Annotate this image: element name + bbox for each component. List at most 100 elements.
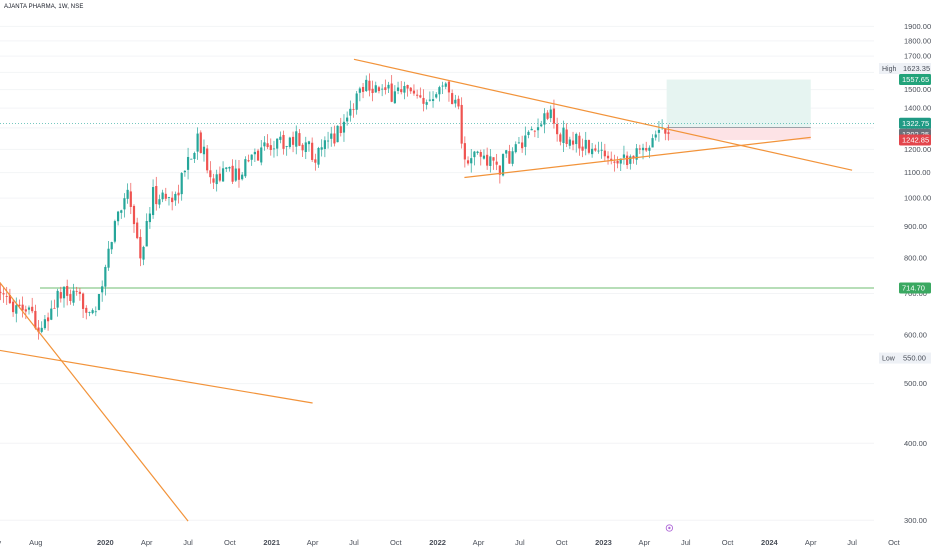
- candle-body: [530, 128, 533, 131]
- candle-body: [381, 88, 384, 90]
- candle-body: [629, 156, 632, 164]
- candle-body: [657, 129, 661, 133]
- candle-body: [206, 148, 209, 171]
- candle-body: [600, 149, 603, 151]
- candle-body: [27, 307, 31, 310]
- candle-body: [498, 165, 501, 175]
- candle-body: [266, 143, 269, 148]
- candle-body: [619, 158, 622, 164]
- time-axis[interactable]: May Aug 2020 Apr Jul Oct 2021 Apr Jul Oct 2022 Apr J…: [0, 534, 901, 550]
- low-badge: [879, 352, 931, 364]
- candle-body: [193, 153, 196, 159]
- time-tick-label: Oct: [556, 538, 569, 547]
- candle-body: [116, 211, 120, 222]
- candle-body: [21, 304, 24, 311]
- candle-body: [501, 154, 505, 176]
- candle-body: [333, 133, 336, 144]
- candle-body: [463, 143, 466, 160]
- candle-body: [250, 154, 253, 160]
- candle-body: [320, 147, 323, 150]
- candle-body: [511, 151, 514, 164]
- candle-body: [613, 161, 616, 163]
- chart-markers: [665, 524, 674, 532]
- price-tick-label: 400.00: [904, 439, 927, 448]
- candle-body: [40, 327, 43, 332]
- candle-body: [438, 87, 441, 95]
- candle-body: [247, 160, 250, 162]
- candle-body: [377, 87, 381, 92]
- candle-body: [454, 99, 457, 104]
- candle-body: [15, 305, 18, 314]
- time-tick-label: Oct: [224, 538, 237, 547]
- candle-body: [565, 129, 568, 145]
- candle-body: [638, 148, 641, 150]
- candle-body: [587, 140, 591, 153]
- trendlines[interactable]: [0, 58, 853, 522]
- candle-body: [158, 199, 161, 205]
- candle-body: [651, 138, 654, 148]
- candle-body: [371, 88, 374, 94]
- candle-body: [145, 220, 148, 247]
- candle-body: [349, 108, 352, 116]
- price-tag-support: [899, 282, 931, 294]
- candle-body: [202, 146, 206, 155]
- candle-body: [346, 117, 349, 122]
- target-zone: [666, 79, 811, 128]
- price-tick-label: 600.00: [904, 330, 927, 339]
- candle-body: [209, 170, 212, 178]
- candle-body: [276, 138, 279, 149]
- time-tick-label: May: [0, 538, 1, 547]
- candle-body: [533, 130, 536, 132]
- candle-body: [635, 148, 638, 160]
- time-tick-label: Aug: [29, 538, 42, 547]
- candle-body: [304, 142, 307, 153]
- position-zones: [666, 79, 811, 140]
- time-tick-label: Jul: [515, 538, 525, 547]
- candles: [0, 73, 670, 340]
- candle-body: [330, 133, 333, 139]
- candle-body: [196, 133, 199, 152]
- candle-body: [53, 307, 56, 309]
- candle-body: [18, 304, 21, 306]
- price-tag-text: 1302.25: [902, 130, 929, 139]
- candle-body: [72, 290, 75, 303]
- candle-body: [155, 185, 158, 205]
- candle-body: [113, 221, 116, 242]
- candle-body: [374, 85, 377, 93]
- candle-body: [419, 95, 422, 98]
- candle-body: [482, 155, 486, 159]
- candle-body: [24, 309, 27, 312]
- high-badge: [879, 62, 931, 74]
- candle-body: [556, 124, 559, 135]
- candle-body: [524, 135, 527, 147]
- price-tick-label: 800.00: [904, 253, 927, 262]
- trendline: [0, 349, 313, 404]
- candle-body: [581, 146, 584, 151]
- candle-body: [654, 134, 657, 138]
- price-tick-label: 1900.00: [904, 22, 931, 31]
- price-tag-stop: [899, 134, 931, 146]
- candle-body: [597, 150, 600, 152]
- candle-body: [253, 151, 256, 155]
- candle-body: [151, 187, 155, 216]
- low-badge-label: Low: [882, 356, 896, 363]
- candle-body: [8, 294, 12, 304]
- candle-body: [81, 293, 85, 309]
- symbol-title: AJANTA PHARMA, 1W, NSE: [4, 4, 84, 10]
- candle-body: [46, 317, 50, 322]
- candle-body: [5, 296, 8, 297]
- time-tick-label: Jul: [681, 538, 691, 547]
- candle-body: [85, 307, 88, 313]
- candle-body: [225, 167, 228, 169]
- time-axis-bg: [0, 534, 874, 550]
- candle-body: [190, 158, 193, 160]
- time-tick-label: Oct: [722, 538, 735, 547]
- dividend-marker-dot: [668, 526, 671, 530]
- candle-body: [632, 155, 635, 159]
- price-axis[interactable]: 1900.001800.001700.001600.001500.001400.…: [874, 0, 932, 550]
- candle-body: [444, 83, 447, 87]
- candle-body: [78, 291, 82, 294]
- candle-body: [279, 136, 282, 140]
- candle-body: [409, 87, 412, 92]
